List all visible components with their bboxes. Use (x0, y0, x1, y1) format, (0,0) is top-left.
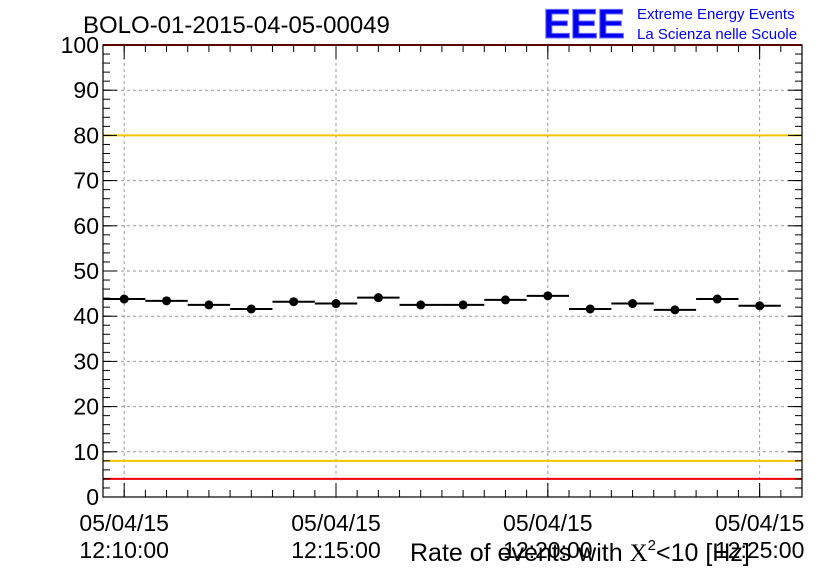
data-point (373, 293, 383, 303)
x-tick-date: 05/04/15 (503, 510, 593, 536)
y-tick-label: 0 (86, 484, 99, 510)
x-tick-date: 05/04/15 (291, 510, 381, 536)
y-tick-label: 70 (73, 168, 99, 194)
data-point (755, 301, 765, 311)
y-tick-label: 100 (61, 32, 99, 58)
data-point (246, 304, 256, 314)
y-tick-label: 20 (73, 394, 99, 420)
y-tick-label: 60 (73, 213, 99, 239)
data-points (103, 291, 781, 315)
y-tick-label: 30 (73, 348, 99, 374)
data-point (670, 305, 680, 315)
x-tick-date: 05/04/15 (79, 510, 169, 536)
data-point (543, 291, 553, 301)
y-tick-label: 50 (73, 258, 99, 284)
data-point (289, 297, 299, 307)
grid (103, 45, 802, 497)
reference-lines (103, 44, 802, 480)
x-axis-label: Rate of events with X2<10 [Hz] (410, 537, 750, 567)
data-point (458, 300, 468, 310)
data-point (416, 300, 426, 310)
data-point (162, 296, 172, 306)
x-axis: 05/04/1512:10:0005/04/1512:15:0005/04/15… (79, 45, 804, 563)
data-point (331, 299, 341, 309)
data-point (712, 294, 722, 304)
y-tick-label: 10 (73, 439, 99, 465)
logo-line-1: Extreme Energy Events (637, 6, 795, 23)
x-tick-time: 12:20:00 (503, 537, 593, 563)
data-point (204, 300, 214, 310)
x-tick-date: 05/04/15 (715, 510, 805, 536)
logo-letters: EEE (543, 0, 624, 47)
y-tick-label: 90 (73, 77, 99, 103)
y-axis: 0 10 20 30 40 50 60 70 80 90 100 (61, 32, 802, 510)
y-tick-label: 40 (73, 303, 99, 329)
x-tick-time: 12:25:00 (715, 537, 805, 563)
data-point (585, 304, 595, 314)
x-tick-time: 12:15:00 (291, 537, 381, 563)
eee-logo: EEE Extreme Energy Events La Scienza nel… (543, 0, 798, 48)
data-point (119, 294, 129, 304)
logo-line-2: La Scienza nelle Scuole (637, 26, 797, 43)
data-point (628, 299, 638, 309)
chart-title: BOLO-01-2015-04-05-00049 (83, 12, 390, 39)
data-point (500, 295, 510, 305)
x-tick-time: 12:10:00 (79, 537, 169, 563)
y-tick-label: 80 (73, 122, 99, 148)
